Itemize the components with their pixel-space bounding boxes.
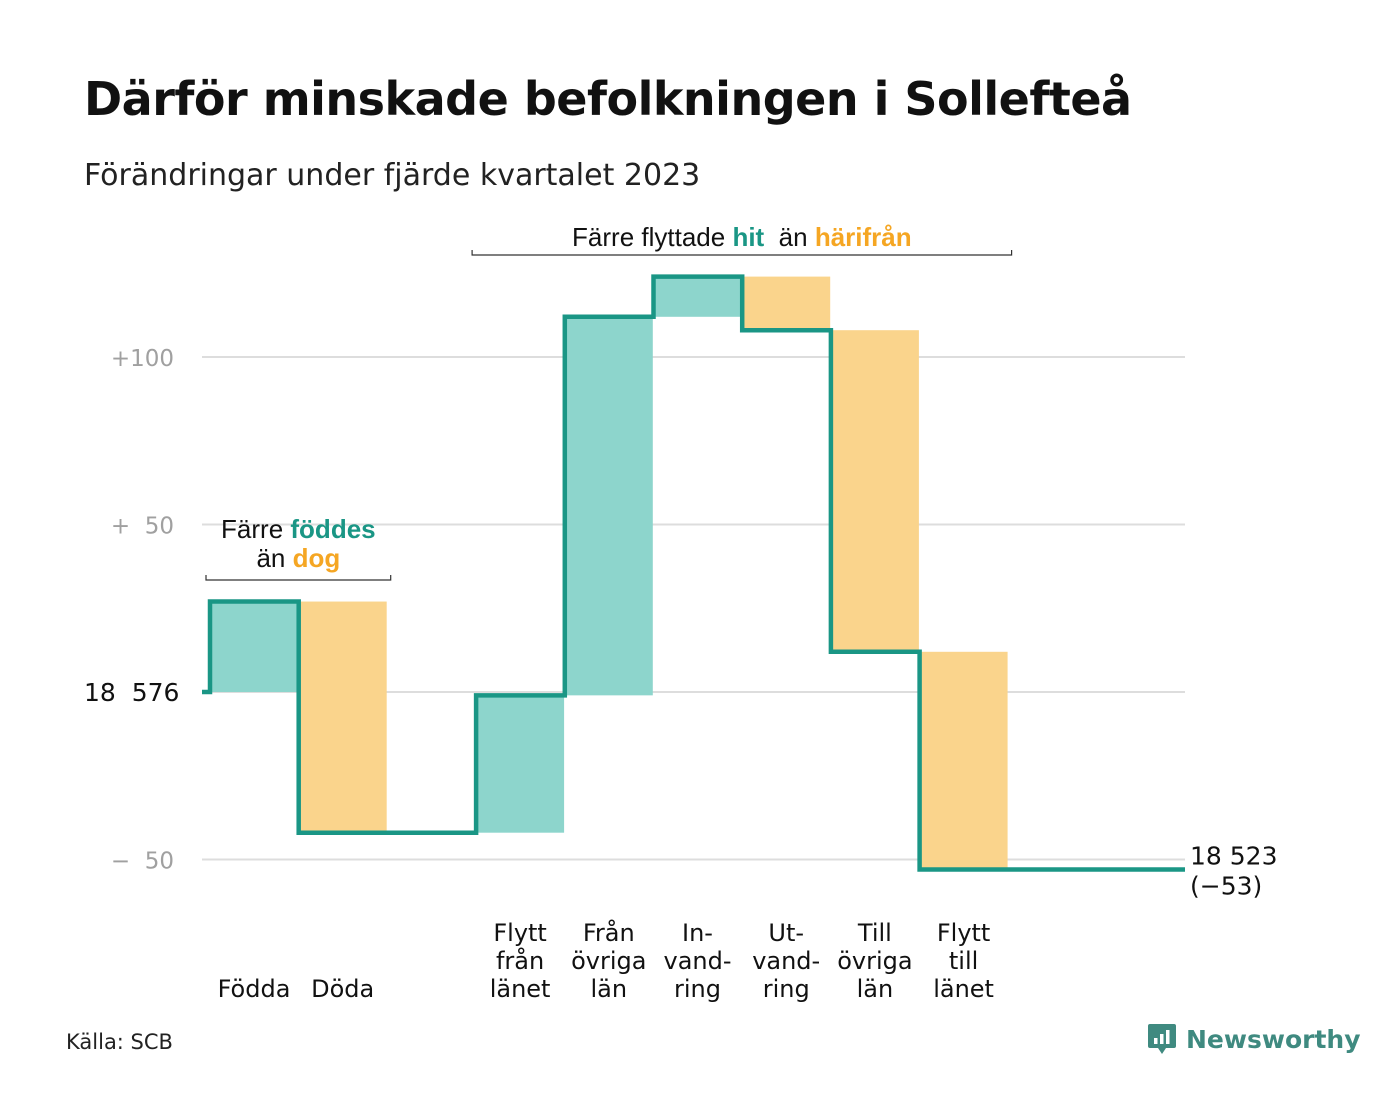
x-tick-label: vand-	[752, 947, 820, 975]
waterfall-bar	[298, 601, 387, 833]
annotation-segment: än	[764, 222, 815, 252]
annotation-segment: föddes	[290, 514, 375, 544]
x-tick-label: Döda	[311, 975, 374, 1003]
waterfall-bar	[919, 651, 1008, 870]
x-tick-label: Födda	[218, 975, 291, 1003]
y-tick-label: +100	[111, 346, 174, 372]
annotation-segment: än	[256, 543, 292, 573]
x-tick-label: länet	[933, 975, 994, 1003]
annotation-segment: Färre	[221, 514, 290, 544]
annotation-text: Färre föddes	[221, 514, 376, 544]
x-tick-label: län	[591, 975, 628, 1003]
waterfall-bar	[830, 330, 919, 652]
waterfall-bar	[653, 276, 742, 317]
annotation-text: Färre flyttade hit än härifrån	[572, 222, 912, 252]
source-note: Källa: SCB	[66, 1030, 173, 1054]
waterfall-bar	[476, 695, 565, 833]
x-tick-label: till	[949, 947, 978, 975]
annotation-segment: hit	[732, 222, 764, 252]
brand-name: Newsworthy	[1186, 1024, 1361, 1054]
x-tick-label: Till	[857, 919, 892, 947]
x-tick-label: från	[496, 946, 544, 975]
y-tick-label: − 50	[111, 849, 174, 875]
y-tick-label: + 50	[111, 514, 174, 540]
x-tick-label: Ut-	[768, 919, 804, 947]
end-change-label: (−53)	[1190, 872, 1262, 901]
x-tick-label: In-	[682, 919, 713, 947]
waterfall-bar	[564, 316, 653, 696]
annotation-bracket	[471, 250, 1013, 256]
annotation-segment: härifrån	[815, 222, 912, 252]
x-tick-label: län	[857, 975, 894, 1003]
x-tick-label: övriga	[571, 947, 646, 975]
cumulative-line	[202, 274, 1185, 872]
x-tick-label: övriga	[837, 947, 912, 975]
x-tick-label: Flytt	[937, 919, 991, 947]
chart-subtitle: Förändringar under fjärde kvartalet 2023	[84, 158, 701, 193]
x-tick-label: Flytt	[493, 919, 547, 947]
chart-title: Därför minskade befolkningen i Sollefteå	[84, 72, 1132, 126]
annotation-text: än dog	[256, 543, 340, 573]
newsworthy-icon	[1148, 1024, 1176, 1054]
waterfall-bar	[210, 601, 298, 692]
end-value-label: 18 523	[1190, 842, 1277, 871]
x-tick-label: Från	[583, 918, 635, 947]
y-tick-label: 18 576	[84, 678, 179, 707]
waterfall-bar	[742, 276, 831, 331]
brand-logo: Newsworthy	[1146, 1022, 1361, 1056]
annotation-segment: dog	[293, 543, 341, 573]
x-tick-label: länet	[490, 975, 551, 1003]
annotation-bracket	[205, 575, 392, 581]
x-tick-label: ring	[763, 975, 810, 1003]
x-tick-label: vand-	[663, 947, 731, 975]
x-tick-label: ring	[674, 975, 721, 1003]
annotation-segment: Färre flyttade	[572, 222, 732, 252]
